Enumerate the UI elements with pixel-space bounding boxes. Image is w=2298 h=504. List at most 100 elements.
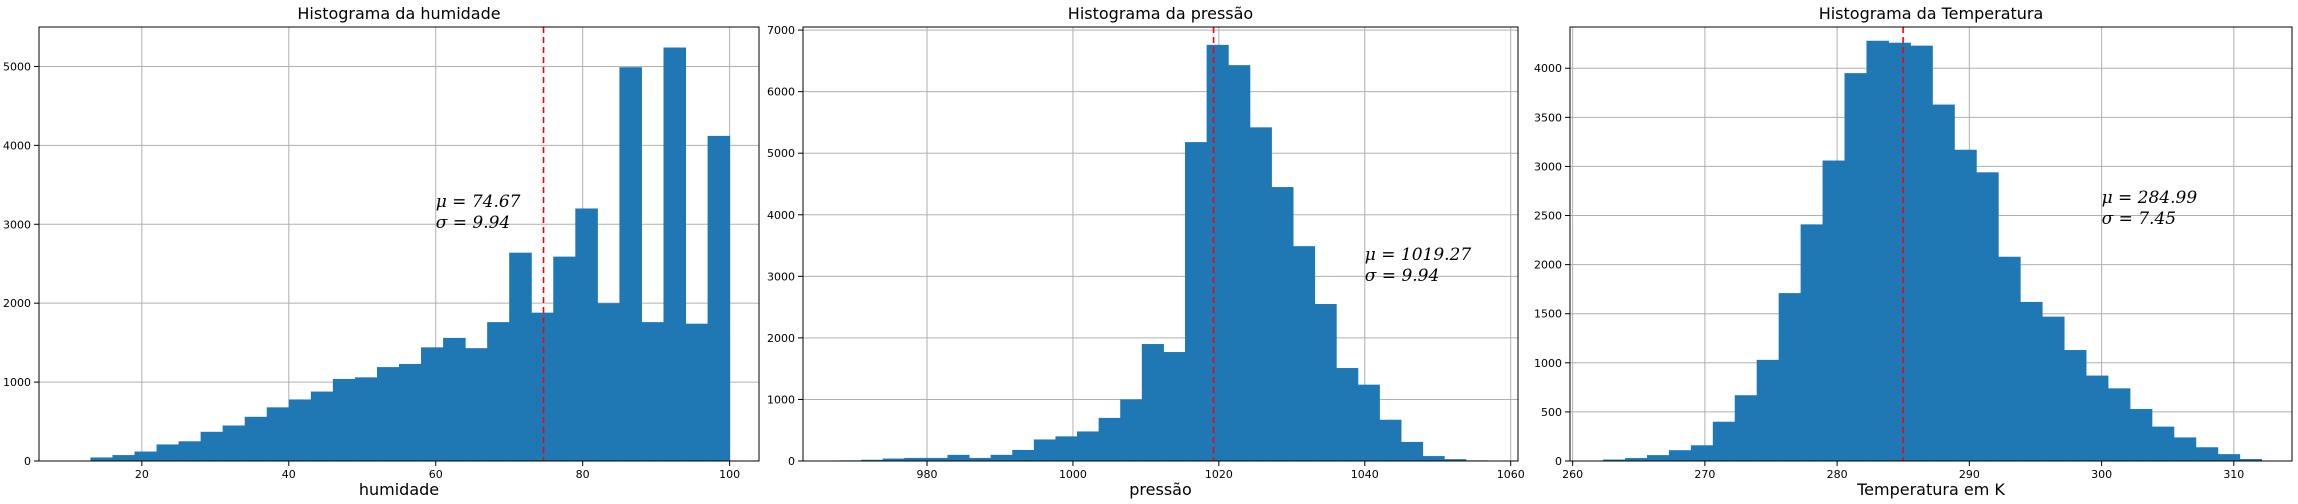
x-tick-label: 80 — [576, 468, 590, 481]
histogram-bar — [310, 391, 334, 461]
x-tick-label: 60 — [429, 468, 443, 481]
histogram-bar — [1357, 384, 1380, 461]
histogram-bar — [531, 312, 554, 461]
histogram-bar — [1646, 455, 1670, 461]
histogram-bar — [288, 399, 312, 461]
histogram-bar — [1603, 459, 1626, 461]
histogram-bar — [376, 367, 400, 461]
x-tick-label: 270 — [1694, 468, 1715, 481]
x-tick-label: 260 — [1562, 468, 1583, 481]
histogram-bar — [969, 457, 992, 461]
histogram-bar — [2064, 350, 2087, 461]
mean-annotation: μ = 74.67 — [436, 192, 521, 212]
histogram-bar — [707, 135, 731, 462]
histogram-bar — [575, 208, 598, 461]
histogram-bar — [156, 444, 180, 461]
histogram-bar — [1314, 304, 1337, 461]
y-tick-label: 2000 — [767, 332, 795, 345]
histogram-bar — [2173, 437, 2197, 461]
histogram-bar — [1012, 449, 1035, 461]
x-tick-label: 980 — [917, 468, 938, 481]
histogram-bar — [1163, 352, 1186, 461]
panel-pressure-histogram: 980 1000 1020 1040 1060 0 1000 2000 3000 4000 5000… — [767, 4, 1525, 499]
y-tick-label: 3000 — [3, 218, 31, 231]
histogram-bar — [2151, 426, 2175, 461]
histogram-bar — [1778, 293, 1802, 461]
histogram-bar — [1866, 40, 1889, 461]
histogram-bar — [1098, 417, 1121, 461]
histogram-bar — [1932, 104, 1955, 462]
chart-title-temperature: Histograma da Temperatura — [1819, 4, 2044, 23]
x-tick-label: 40 — [282, 468, 296, 481]
histogram-bar — [2042, 316, 2065, 461]
histogram-bar — [1422, 456, 1445, 461]
x-axis-label-temperature: Temperatura em K — [1856, 480, 2005, 499]
histogram-bar — [1954, 149, 1977, 462]
y-tick-label: 1500 — [1534, 308, 1562, 321]
chart-title-pressure: Histograma da pressão — [1068, 4, 1253, 23]
histogram-bar — [1206, 44, 1229, 462]
x-tick-label: 1000 — [1059, 468, 1087, 481]
x-axis-label-pressure: pressão — [1129, 480, 1192, 499]
panel-temperature-histogram: 260 270 280 290 300 310 0 500 1000 1500 2000 2500 30… — [1534, 4, 2293, 499]
histogram-bar — [904, 457, 927, 461]
plot-frame — [38, 26, 760, 462]
histogram-bar — [1141, 344, 1164, 461]
histogram-bar — [354, 377, 378, 461]
histogram-bar — [1976, 172, 1999, 461]
histogram-bar — [2239, 459, 2263, 461]
x-tick-label: 300 — [2091, 468, 2112, 481]
y-tick-label: 0 — [1555, 455, 1562, 468]
histogram-bar — [509, 252, 532, 461]
histogram-bar — [1077, 431, 1100, 461]
histogram-bar — [266, 407, 290, 461]
histogram-bar — [134, 451, 158, 461]
x-tick-label: 280 — [1827, 468, 1848, 481]
chart-title-humidity: Histograma da humidade — [297, 4, 500, 23]
x-tick-label: 100 — [719, 468, 740, 481]
histogram-bar — [2217, 454, 2241, 461]
histogram-bar — [222, 425, 246, 461]
histogram-bar — [2085, 375, 2109, 461]
histogram-bar — [947, 454, 970, 461]
y-tick-label: 0 — [788, 455, 795, 468]
histogram-bar — [1888, 42, 1911, 461]
histogram-bar — [200, 431, 224, 461]
panel-humidity-histogram: 20 40 60 80 100010002000300040005000Histogra… — [3, 4, 760, 499]
histogram-bar — [1249, 127, 1272, 461]
histogram-bar — [332, 378, 356, 461]
histogram-bar — [1712, 421, 1736, 461]
histogram-bar — [2129, 408, 2153, 461]
histogram-bar — [1228, 65, 1251, 462]
y-tick-label: 6000 — [767, 86, 795, 99]
histogram-bar — [1336, 368, 1359, 461]
histogram-bar — [1822, 160, 1846, 462]
histogram-bar — [1734, 395, 1758, 461]
histogram-bar — [1800, 224, 1824, 461]
histogram-bar — [421, 347, 444, 461]
histogram-bar — [465, 348, 488, 461]
histogram-bar — [1033, 439, 1056, 461]
y-tick-label: 1000 — [767, 393, 795, 406]
x-tick-label: 1060 — [1497, 468, 1525, 481]
histogram-bar — [112, 455, 136, 461]
y-tick-label: 1000 — [1534, 357, 1562, 370]
y-tick-label: 3000 — [1534, 160, 1562, 173]
histogram-bar — [244, 416, 268, 461]
histogram-bar — [1910, 45, 1933, 462]
x-tick-label: 290 — [1959, 468, 1980, 481]
x-tick-label: 20 — [135, 468, 149, 481]
histogram-bar — [990, 454, 1013, 461]
y-tick-label: 2000 — [1534, 259, 1562, 272]
y-tick-label: 500 — [1541, 406, 1562, 419]
plot-frame — [1569, 26, 2293, 462]
std-annotation: σ = 9.94 — [436, 213, 511, 233]
y-tick-label: 4000 — [1534, 62, 1562, 75]
y-tick-label: 2000 — [3, 297, 31, 310]
histogram-bar — [641, 322, 664, 461]
histogram-bar — [1185, 142, 1208, 461]
histogram-bar — [1292, 246, 1316, 461]
y-tick-label: 1000 — [3, 376, 31, 389]
histogram-bar — [1844, 73, 1867, 461]
histogram-bar — [1756, 359, 1780, 461]
